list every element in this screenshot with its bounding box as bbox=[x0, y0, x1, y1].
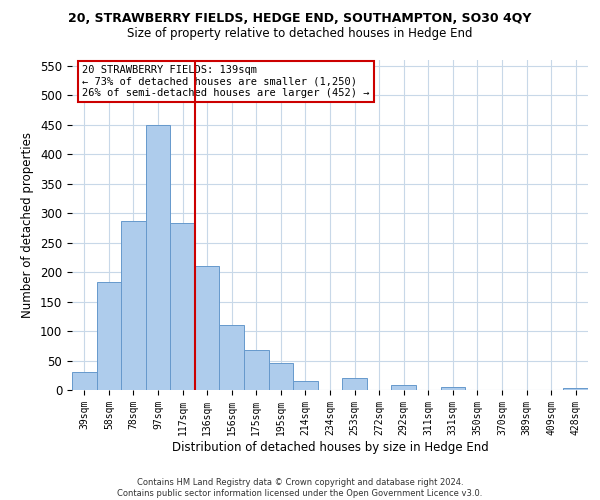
Y-axis label: Number of detached properties: Number of detached properties bbox=[22, 132, 34, 318]
Bar bbox=[146, 125, 170, 390]
Bar bbox=[244, 350, 269, 390]
Text: 20, STRAWBERRY FIELDS, HEDGE END, SOUTHAMPTON, SO30 4QY: 20, STRAWBERRY FIELDS, HEDGE END, SOUTHA… bbox=[68, 12, 532, 26]
Bar bbox=[563, 388, 588, 390]
Text: Size of property relative to detached houses in Hedge End: Size of property relative to detached ho… bbox=[127, 28, 473, 40]
Bar bbox=[195, 266, 220, 390]
Bar bbox=[220, 325, 244, 390]
Bar bbox=[121, 221, 146, 390]
Bar bbox=[293, 381, 318, 390]
Bar bbox=[269, 364, 293, 390]
Bar bbox=[170, 223, 195, 390]
Bar bbox=[72, 372, 97, 390]
Text: Contains HM Land Registry data © Crown copyright and database right 2024.
Contai: Contains HM Land Registry data © Crown c… bbox=[118, 478, 482, 498]
X-axis label: Distribution of detached houses by size in Hedge End: Distribution of detached houses by size … bbox=[172, 440, 488, 454]
Bar bbox=[342, 378, 367, 390]
Bar bbox=[97, 282, 121, 390]
Bar bbox=[440, 387, 465, 390]
Bar bbox=[391, 386, 416, 390]
Text: 20 STRAWBERRY FIELDS: 139sqm
← 73% of detached houses are smaller (1,250)
26% of: 20 STRAWBERRY FIELDS: 139sqm ← 73% of de… bbox=[82, 65, 370, 98]
